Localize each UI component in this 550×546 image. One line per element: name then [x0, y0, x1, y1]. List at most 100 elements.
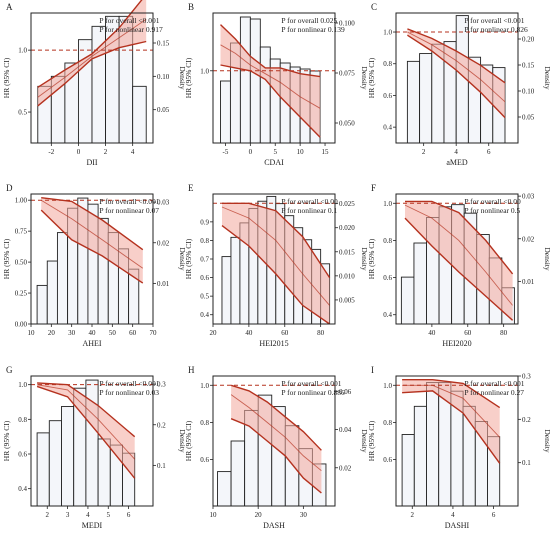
ci-band — [41, 197, 143, 284]
histogram-bar — [259, 46, 271, 144]
plot-frame — [212, 375, 336, 507]
x-tick-label: 20 — [255, 511, 263, 519]
p-value-annotation: P for overall <0.001 — [99, 16, 159, 25]
panel-label: C — [371, 2, 377, 12]
density-tick-label: 0.02 — [339, 464, 352, 472]
density-tick-label: 0.2 — [157, 421, 166, 429]
density-axis-title: Density — [178, 429, 187, 453]
ci-lower-line — [37, 40, 147, 107]
hr-tick-label: 1.0 — [383, 200, 392, 208]
histogram-bar — [61, 406, 75, 507]
x-tick-label: 2 — [411, 511, 415, 519]
x-axis-title: AHEI — [82, 339, 101, 348]
density-tick-label: 0.010 — [339, 272, 355, 280]
x-axis-title: DASH — [263, 521, 285, 530]
p-value-annotation: P for overall <0.001 — [99, 379, 159, 388]
hr-tick-label: 0.6 — [383, 274, 392, 282]
x-tick-label: 4 — [451, 511, 455, 519]
hr-tick-label: 0.9 — [200, 218, 209, 226]
ci-lower-line — [221, 225, 330, 325]
ci-lower-line — [36, 385, 136, 479]
hr-tick-label: 0.5 — [200, 293, 209, 301]
plot-frame — [30, 12, 154, 144]
hr-tick-label: 0.4 — [200, 311, 209, 319]
x-tick-label: 5 — [107, 511, 111, 519]
density-tick-label: 0.03 — [157, 199, 170, 207]
p-value-annotation: P for overall <0.00 — [281, 197, 338, 206]
x-tick-label: 20 — [48, 329, 56, 337]
p-value-annotation: P for overall <0.00 — [464, 197, 521, 206]
ci-band — [407, 28, 505, 118]
histogram-bar — [406, 60, 421, 144]
density-tick-label: 0.02 — [157, 239, 170, 247]
x-tick-label: 2 — [46, 511, 50, 519]
density-tick-label: 0.06 — [339, 388, 352, 396]
density-tick-label: 0.15 — [522, 62, 535, 70]
panel-e: 20 40 60 80 0.4 0.5 0.6 0.7 0.8 0.9 0.005 0.010 0.01… — [184, 183, 369, 348]
hr-tick-label: 0.6 — [18, 451, 27, 459]
x-tick-label: 30 — [68, 329, 76, 337]
histogram-bar — [239, 16, 251, 144]
density-tick-label: 0.3 — [522, 373, 531, 381]
histogram-bar — [36, 432, 50, 507]
histogram-bar — [413, 242, 427, 325]
x-tick-label: 20 — [210, 329, 218, 337]
histogram-bar — [46, 260, 58, 325]
ci-band — [37, 382, 135, 479]
x-tick-label: 60 — [281, 329, 289, 337]
density-tick-label: 0.02 — [522, 235, 535, 243]
panel-label: B — [188, 2, 194, 12]
p-value-annotation: P for nonlinear 0.27 — [464, 388, 524, 397]
x-tick-label: 0 — [249, 148, 253, 156]
hr-tick-label: 0.50 — [15, 259, 28, 267]
hr-curve — [407, 31, 506, 103]
density-tick-label: 0.100 — [339, 20, 355, 28]
hr-tick-label: 0.6 — [200, 274, 209, 282]
density-tick-label: 0.020 — [339, 224, 355, 232]
x-tick-label: -2 — [48, 148, 54, 156]
plot-frame — [395, 375, 519, 507]
hr-tick-label: 0.6 — [383, 456, 392, 464]
x-axis-title: HEI2015 — [259, 339, 288, 348]
histogram-bar — [48, 420, 62, 507]
p-value-annotation: P for overall <0.001 — [464, 379, 524, 388]
density-axis-title: Density — [360, 66, 369, 90]
histogram-bar — [419, 53, 433, 144]
hr-axis-title: HR (95% CI) — [2, 420, 11, 461]
hr-tick-label: 0.5 — [18, 109, 27, 117]
density-tick-label: 0.1 — [157, 462, 166, 470]
density-tick-label: 0.2 — [522, 416, 531, 424]
ci-upper-line — [37, 382, 136, 438]
p-value-annotation: P for nonlinear 0.07 — [99, 206, 159, 215]
hr-tick-label: 1.0 — [383, 29, 392, 37]
p-value-annotation: P for nonlinear 0.1 — [281, 206, 337, 215]
density-tick-label: 0.075 — [339, 70, 355, 78]
x-tick-label: 6 — [492, 511, 496, 519]
ci-upper-line — [222, 202, 331, 278]
ci-band — [37, 0, 147, 106]
hr-axis-title: HR (95% CI) — [367, 420, 376, 461]
x-tick-label: 0 — [77, 148, 81, 156]
histogram-bar — [132, 85, 147, 144]
density-axis-title: Density — [543, 247, 550, 271]
density-tick-label: 0.05 — [157, 106, 170, 114]
hr-tick-label: 1.0 — [18, 381, 27, 389]
ci-upper-line — [230, 384, 322, 451]
panel-d: 10 20 30 40 50 60 70 0.00 0.25 0.50 0.75 1.00 0.01 0.… — [2, 183, 187, 348]
density-axis-title: Density — [178, 247, 187, 271]
hr-axis-title: HR (95% CI) — [184, 420, 193, 461]
hr-tick-label: 0.4 — [18, 485, 27, 493]
p-value-annotation: P for nonlinear 0.139 — [281, 25, 345, 34]
x-axis-title: CDAI — [264, 158, 284, 167]
hr-curve — [40, 199, 144, 269]
hr-tick-label: 0.8 — [383, 237, 392, 245]
ci-band — [402, 379, 500, 464]
p-value-annotation: P for overall 0.025 — [281, 16, 337, 25]
panel-b: -5 0 5 10 15 1.0 0.050 0.075 0.100 B CDAI HR (95% C… — [184, 2, 369, 167]
ci-lower-line — [40, 209, 144, 284]
ci-lower-line — [404, 217, 514, 321]
x-tick-label: 10 — [28, 329, 36, 337]
hr-tick-label: 1.0 — [18, 47, 27, 55]
ci-band — [222, 203, 330, 324]
